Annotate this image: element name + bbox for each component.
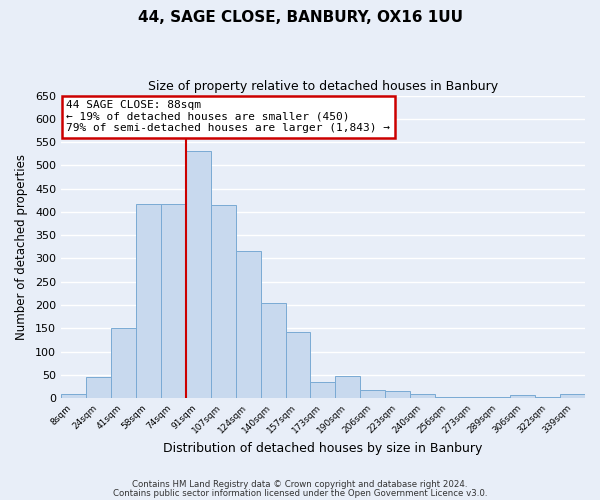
X-axis label: Distribution of detached houses by size in Banbury: Distribution of detached houses by size … (163, 442, 482, 455)
Text: Contains public sector information licensed under the Open Government Licence v3: Contains public sector information licen… (113, 488, 487, 498)
Bar (485, 397, 510, 398)
Text: Contains HM Land Registry data © Crown copyright and database right 2024.: Contains HM Land Registry data © Crown c… (132, 480, 468, 489)
Title: Size of property relative to detached houses in Banbury: Size of property relative to detached ho… (148, 80, 498, 93)
Bar (385, 391, 410, 398)
Bar (535, 397, 560, 398)
Bar (86, 377, 111, 398)
Bar (560, 394, 585, 398)
Bar (161, 204, 186, 398)
Bar (236, 252, 260, 398)
Y-axis label: Number of detached properties: Number of detached properties (15, 154, 28, 340)
Bar (260, 302, 286, 398)
Bar (460, 397, 485, 398)
Text: 44, SAGE CLOSE, BANBURY, OX16 1UU: 44, SAGE CLOSE, BANBURY, OX16 1UU (137, 10, 463, 25)
Bar (136, 204, 161, 398)
Bar (61, 394, 86, 398)
Text: 44 SAGE CLOSE: 88sqm
← 19% of detached houses are smaller (450)
79% of semi-deta: 44 SAGE CLOSE: 88sqm ← 19% of detached h… (66, 100, 390, 134)
Bar (435, 396, 460, 398)
Bar (361, 390, 385, 398)
Bar (410, 394, 435, 398)
Bar (111, 328, 136, 398)
Bar (186, 152, 211, 398)
Bar (211, 205, 236, 398)
Bar (335, 376, 361, 398)
Bar (310, 382, 335, 398)
Bar (510, 395, 535, 398)
Bar (286, 332, 310, 398)
